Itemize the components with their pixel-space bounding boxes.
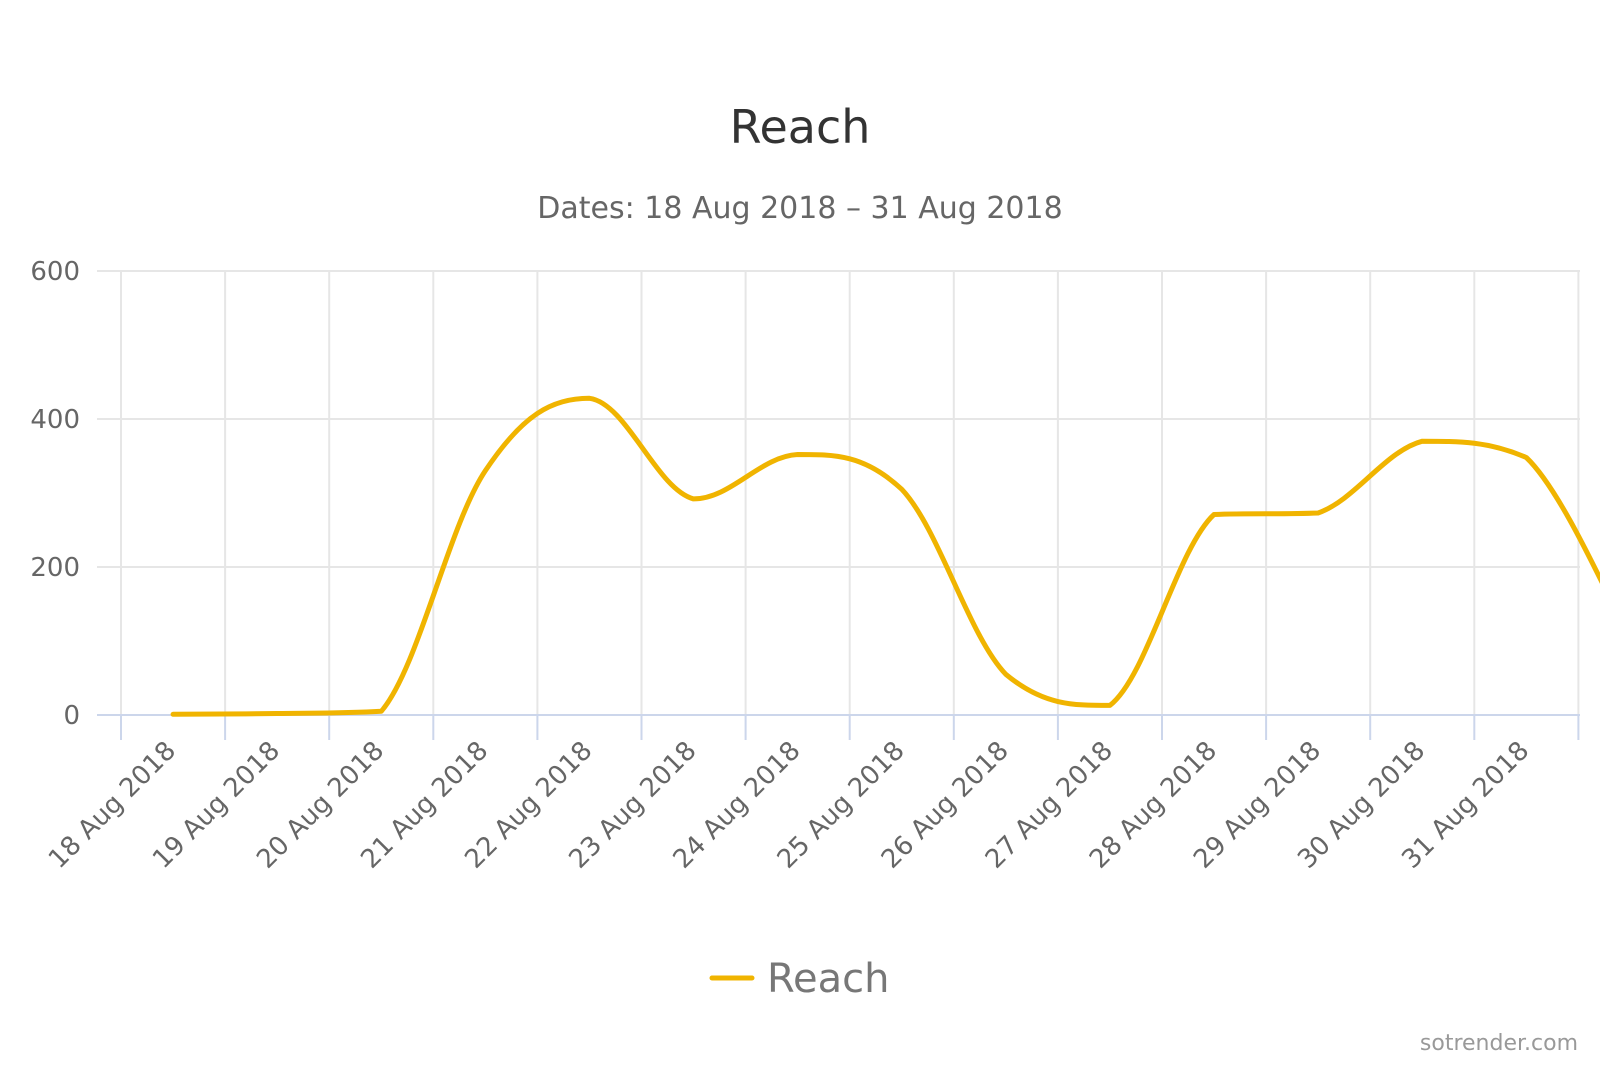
series-line-reach[interactable] (170, 395, 1600, 717)
data-point[interactable] (1416, 435, 1428, 447)
credit-link[interactable]: sotrender.com (1420, 1031, 1578, 1056)
data-point[interactable] (1312, 507, 1324, 519)
data-point[interactable] (1520, 451, 1532, 463)
data-point[interactable] (583, 392, 595, 404)
chart-subtitle: Dates: 18 Aug 2018 – 31 Aug 2018 (537, 191, 1062, 226)
data-point[interactable] (1104, 699, 1116, 711)
data-point[interactable] (167, 708, 179, 720)
legend-label-reach[interactable]: Reach (767, 956, 889, 1002)
y-tick-label: 0 (63, 701, 80, 731)
data-point[interactable] (688, 493, 700, 505)
y-tick-label: 400 (30, 405, 80, 435)
data-point[interactable] (1208, 508, 1220, 520)
chart-title: Reach (730, 100, 871, 154)
y-tick-label: 600 (30, 257, 80, 287)
y-tick-label: 200 (30, 553, 80, 583)
y-axis-ticks: 0 200 400 600 (30, 257, 80, 731)
grid (97, 270, 1580, 740)
data-point[interactable] (271, 708, 283, 720)
data-point[interactable] (792, 449, 804, 461)
data-point[interactable] (1000, 668, 1012, 680)
series-layer (167, 392, 1600, 720)
data-point[interactable] (375, 705, 387, 717)
data-point[interactable] (896, 483, 908, 495)
data-point[interactable] (479, 465, 491, 477)
legend[interactable]: Reach (709, 956, 889, 1002)
